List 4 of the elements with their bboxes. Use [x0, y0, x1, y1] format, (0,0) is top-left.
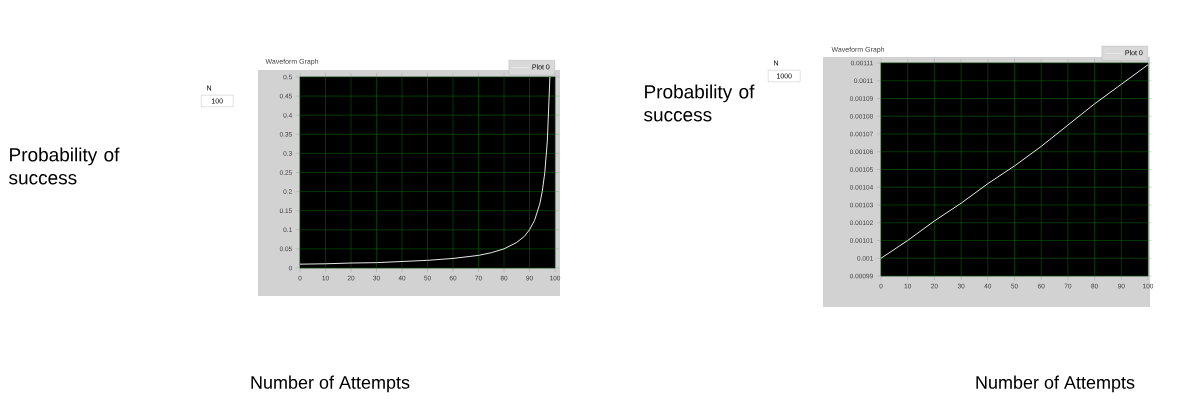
x-axis-title: Number of Attempts: [251, 375, 410, 393]
y-axis-title: Probability of success: [9, 147, 120, 185]
x-axis-title: Number of Attempts: [976, 375, 1135, 393]
y-axis-title: Probability of success: [644, 84, 755, 122]
